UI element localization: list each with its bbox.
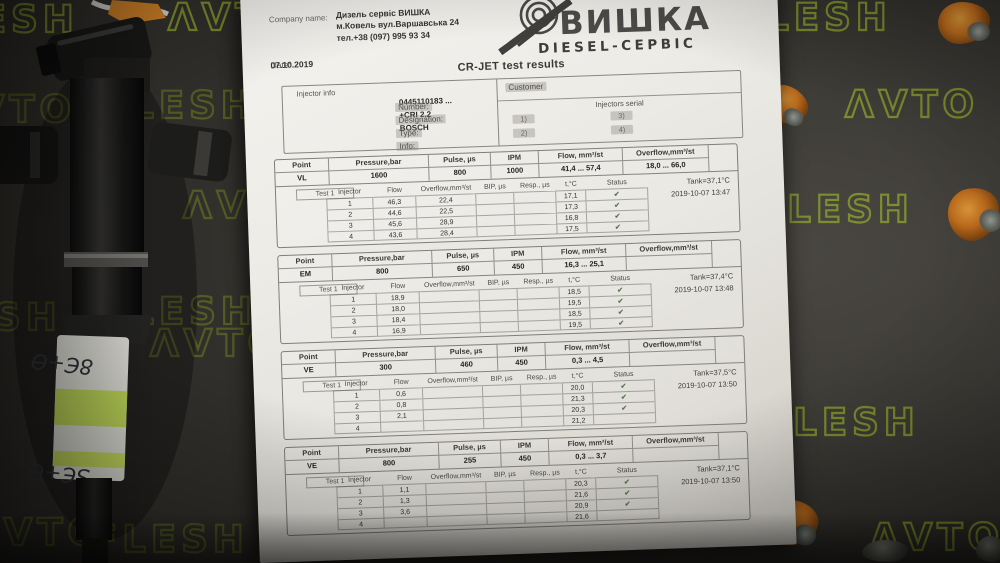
val-point: EM [278, 267, 334, 283]
injector-body [70, 78, 144, 254]
cell-flow [384, 516, 428, 529]
injector-photo: 8Є+Ѳ ЅЄ+Ѳ [0, 0, 232, 563]
cell-temp: 21,6 [567, 510, 598, 523]
company-name-label: Company name: [268, 13, 328, 25]
customer-chip: Customer [505, 81, 547, 93]
cell-bip [480, 320, 520, 334]
injector-label-band [54, 388, 128, 428]
val-ipm: 450 [501, 451, 550, 467]
val-point: VL [275, 171, 330, 187]
cell-overflow [427, 514, 488, 528]
cell-resp [518, 319, 561, 332]
test-report-sheet: Company name: Дизель сервіс ВИШКА м.Кове… [240, 0, 797, 563]
cell-bip [483, 416, 523, 430]
val-pulse: 255 [439, 453, 502, 469]
test-tables: Point Pressure,bar Pulse, µs IPM Flow, m… [273, 143, 751, 543]
company-block: Дизель сервіс ВИШКА м.Ковель вул.Варшавс… [336, 6, 460, 45]
results-table: Injector Flow Overflow,mm³/st BIP, µs Re… [329, 272, 653, 339]
val-ipm: 450 [497, 355, 547, 371]
status-check-icon [597, 508, 660, 522]
tank-info: Tank=37,4°C 2019-10-07 13:48 [674, 270, 734, 296]
cell-flow: 16,9 [377, 324, 422, 337]
serial-cell-2: 2) [512, 128, 536, 138]
results-table: Injector Flow Overflow,mm³/st BIP, µs Re… [326, 176, 650, 243]
serial-cell-3: 3) [610, 110, 633, 121]
injector-nozzle [82, 538, 108, 563]
rust-debris [938, 2, 990, 44]
results-table: Injector Flow Overflow,mm³/st BIP, µs Re… [332, 368, 657, 435]
designation-label: Designation: [283, 113, 447, 125]
cell-temp: 19,5 [560, 318, 591, 331]
blank-cell [719, 432, 747, 446]
serial-cell-1: 1) [512, 114, 535, 124]
cell-temp: 17,5 [557, 222, 588, 235]
cell-flow: 43,6 [374, 228, 418, 241]
blank-cell [715, 336, 743, 350]
test-block-ve-300: Point Pressure,bar Pulse, µs IPM Flow, m… [280, 334, 748, 441]
tank-info: Tank=37,1°C 2019-10-07 13:50 [681, 462, 741, 488]
injector-info-caption: Injector info [296, 88, 336, 99]
cell-bip [487, 512, 526, 526]
info-label: Info: [284, 140, 419, 151]
cell-bip [477, 224, 516, 238]
test-datetime: 2019-10-07 13:47 [670, 187, 731, 199]
type-label: Type: [284, 127, 422, 138]
company-logo: ВИШКА DIESEL-СЕРВІС [498, 0, 711, 57]
info-label-chip: Info: [396, 140, 419, 151]
val-ipm: 450 [494, 259, 543, 275]
test-datetime: 2019-10-07 13:50 [677, 379, 738, 391]
val-pulse: 460 [435, 357, 499, 373]
injectors-serial-title: Injectors serial [595, 98, 644, 110]
customer-pane: Customer Injectors serial 1) 3) 2) 4) [496, 70, 743, 146]
cell-overflow: 28,4 [417, 226, 478, 240]
cell-resp [521, 415, 565, 428]
cell-n: 4 [334, 421, 382, 435]
number-label: Number: [283, 101, 432, 112]
tank-info: Tank=37,1°C 2019-10-07 13:47 [670, 174, 730, 200]
serial-cell-4: 4) [610, 124, 634, 135]
test-block-ve-800: Point Pressure,bar Pulse, µs IPM Flow, m… [283, 430, 751, 537]
test-datetime: 2019-10-07 13:50 [680, 475, 741, 487]
side-part-left [0, 126, 58, 184]
injector-tube [76, 478, 112, 540]
cell-overflow [424, 418, 485, 432]
tank-info: Tank=37,5°C 2019-10-07 13:50 [677, 366, 737, 392]
cell-n: 4 [327, 229, 375, 243]
status-check-icon: ✔ [587, 220, 650, 234]
injector-lower-body [72, 267, 142, 315]
test-block-vl: Point Pressure,bar Pulse, µs IPM Flow, m… [273, 143, 741, 249]
cell-temp: 21,2 [563, 414, 595, 427]
blank-cell [712, 240, 740, 254]
watermark-text: ΛVTO [845, 83, 979, 126]
test-block-em: Point Pressure,bar Pulse, µs IPM Flow, m… [277, 239, 745, 345]
injector-info-box: Injector info Number: 0445110183 ... Des… [281, 69, 744, 154]
test-datetime: 2019-10-07 13:48 [674, 283, 734, 295]
cell-flow [381, 420, 425, 433]
val-point: VE [285, 459, 340, 475]
gravel-debris [976, 536, 1000, 562]
cell-n: 4 [337, 517, 385, 531]
status-check-icon: ✔ [590, 316, 653, 330]
val-point: VE [282, 363, 337, 379]
val-pulse: 650 [432, 261, 495, 277]
blank-cell [709, 144, 737, 158]
cell-resp [525, 511, 568, 524]
cell-n: 4 [330, 325, 379, 339]
gravel-debris [862, 540, 908, 562]
side-part-right [148, 122, 232, 182]
cell-overflow [420, 322, 482, 336]
side-part-left-rib [30, 132, 40, 178]
status-check-icon [593, 412, 657, 426]
val-ipm: 1000 [491, 164, 540, 179]
val-pulse: 800 [429, 165, 492, 181]
injector-ring-glint [64, 254, 148, 258]
cell-resp [515, 223, 558, 236]
results-table: Injector Flow Overflow,mm³/st BIP, µs Re… [336, 464, 660, 531]
